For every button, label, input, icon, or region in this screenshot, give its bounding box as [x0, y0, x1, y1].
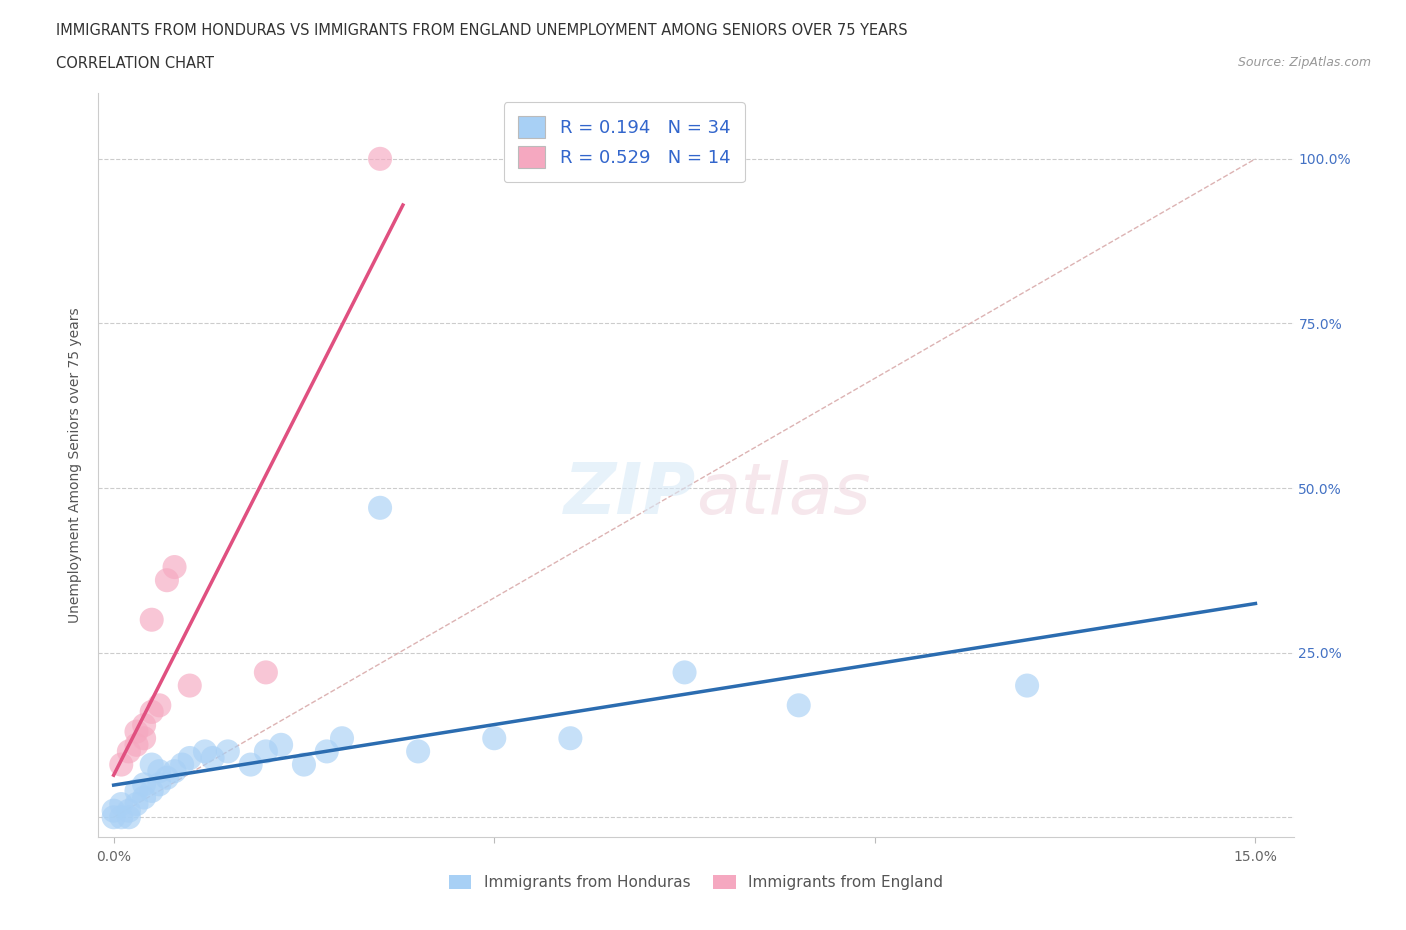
Point	[125, 724, 148, 739]
Point	[141, 704, 163, 719]
Point	[201, 751, 224, 765]
Point	[406, 744, 429, 759]
Text: ZIP: ZIP	[564, 460, 696, 529]
Point	[172, 757, 194, 772]
Point	[254, 665, 277, 680]
Text: atlas: atlas	[696, 460, 870, 529]
Point	[292, 757, 315, 772]
Text: CORRELATION CHART: CORRELATION CHART	[56, 56, 214, 71]
Point	[239, 757, 262, 772]
Point	[132, 790, 155, 805]
Point	[125, 737, 148, 752]
Point	[368, 500, 391, 515]
Point	[103, 804, 125, 818]
Point	[787, 698, 810, 712]
Point	[163, 560, 186, 575]
Point	[254, 744, 277, 759]
Point	[110, 810, 132, 825]
Point	[118, 810, 141, 825]
Point	[330, 731, 353, 746]
Point	[132, 718, 155, 733]
Text: IMMIGRANTS FROM HONDURAS VS IMMIGRANTS FROM ENGLAND UNEMPLOYMENT AMONG SENIORS O: IMMIGRANTS FROM HONDURAS VS IMMIGRANTS F…	[56, 23, 908, 38]
Point	[1017, 678, 1039, 693]
Point	[141, 757, 163, 772]
Point	[484, 731, 506, 746]
Point	[125, 783, 148, 798]
Point	[141, 783, 163, 798]
Point	[560, 731, 582, 746]
Point	[156, 770, 179, 785]
Legend: Immigrants from Honduras, Immigrants from England: Immigrants from Honduras, Immigrants fro…	[443, 869, 949, 897]
Point	[118, 744, 141, 759]
Point	[315, 744, 337, 759]
Point	[368, 152, 391, 166]
Point	[118, 804, 141, 818]
Point	[156, 573, 179, 588]
Point	[179, 751, 201, 765]
Point	[125, 797, 148, 812]
Point	[132, 731, 155, 746]
Point	[270, 737, 292, 752]
Point	[163, 764, 186, 778]
Point	[148, 777, 170, 791]
Text: Source: ZipAtlas.com: Source: ZipAtlas.com	[1237, 56, 1371, 69]
Point	[217, 744, 239, 759]
Point	[141, 612, 163, 627]
Point	[179, 678, 201, 693]
Point	[194, 744, 217, 759]
Point	[110, 757, 132, 772]
Y-axis label: Unemployment Among Seniors over 75 years: Unemployment Among Seniors over 75 years	[69, 307, 83, 623]
Point	[148, 698, 170, 712]
Point	[673, 665, 696, 680]
Point	[103, 810, 125, 825]
Point	[110, 797, 132, 812]
Point	[148, 764, 170, 778]
Point	[132, 777, 155, 791]
